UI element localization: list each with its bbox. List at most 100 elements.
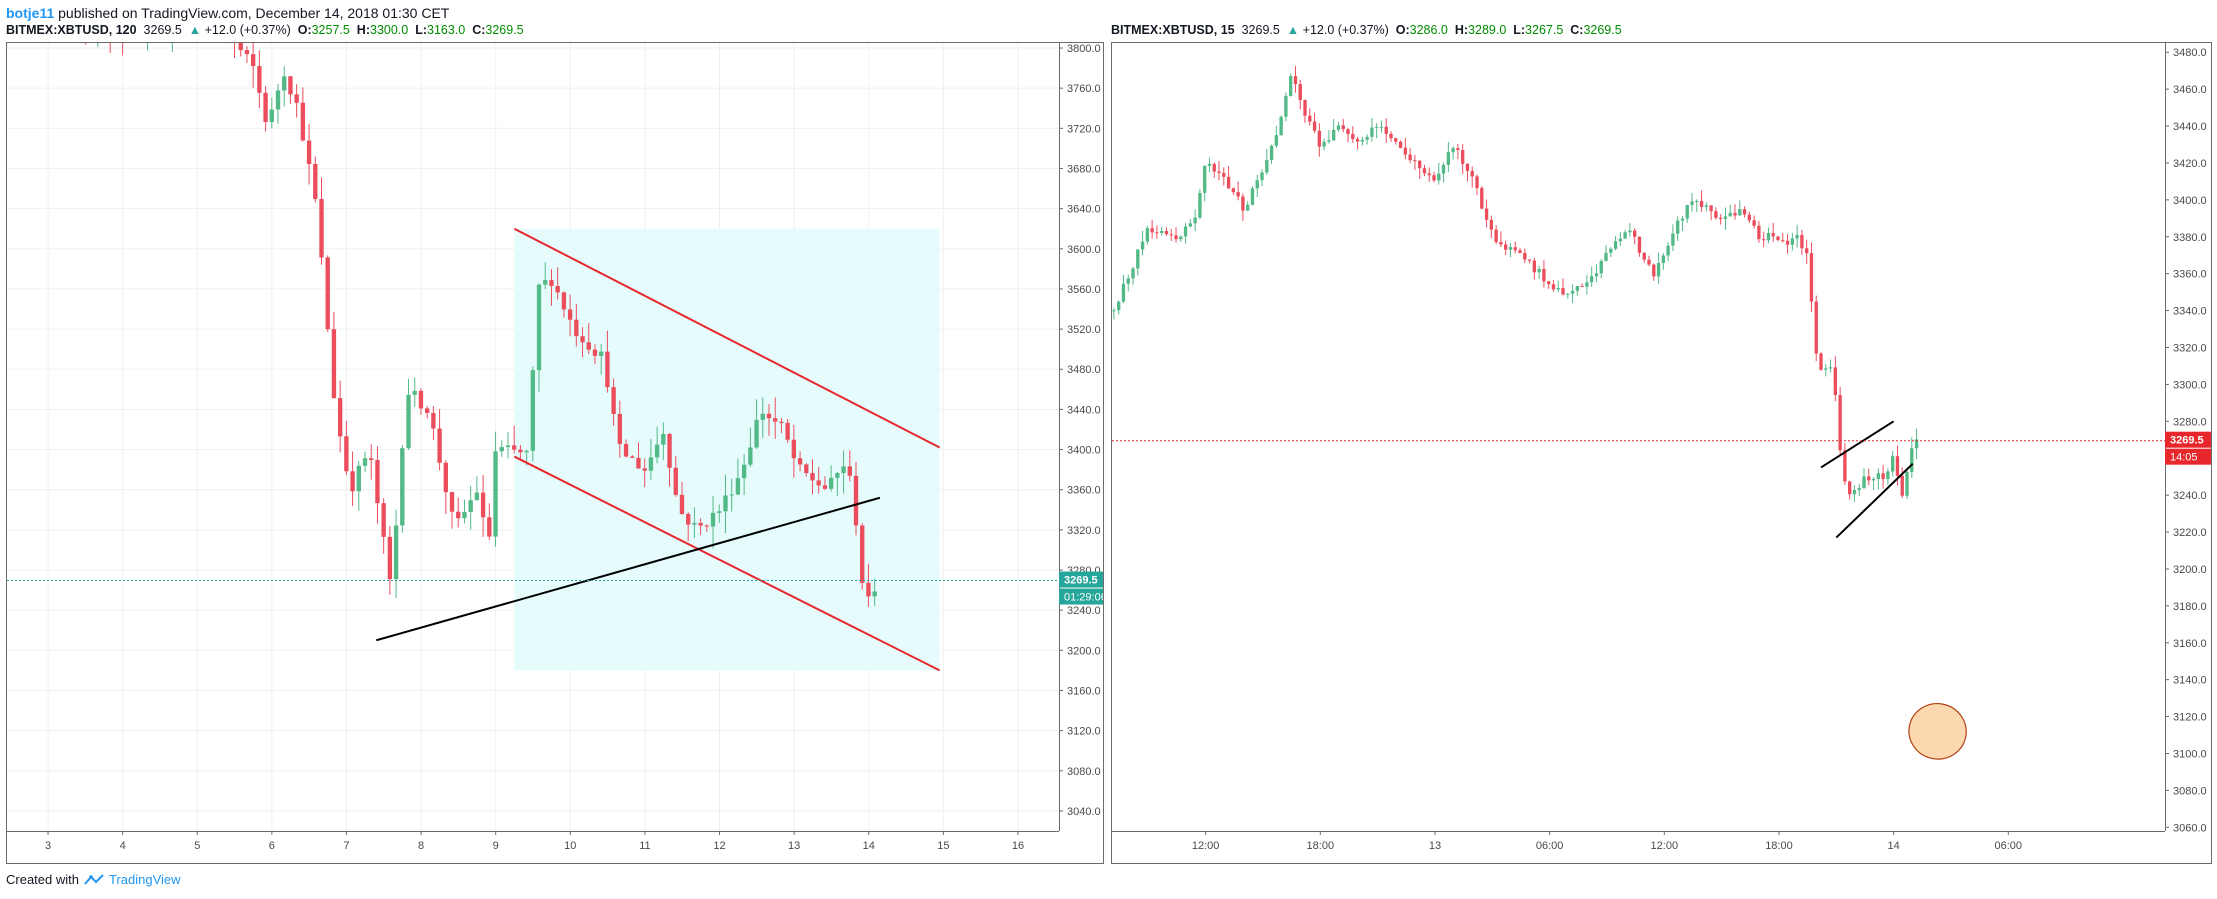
x-tick-label: 14 xyxy=(863,840,875,852)
left-chart-panel[interactable]: 3800.0 3760.0 3720.0 3680.0 3640.0 3600.0 3560… xyxy=(6,42,1107,864)
candle-body xyxy=(263,92,268,123)
candle-body xyxy=(1862,476,1866,489)
candle-body xyxy=(1332,129,1336,141)
candle-body xyxy=(1527,259,1532,261)
left-chart[interactable]: 3800.03760.03720.03680.03640.03600.03560… xyxy=(7,43,1107,863)
y-tick-label: 3080.0 xyxy=(1067,766,1101,778)
candle-body xyxy=(1370,127,1374,137)
candle-body xyxy=(1403,147,1408,155)
right-chart[interactable]: 3480.0 3460.0 3440.0 3420.0 3400.0 3380.0 3360… xyxy=(1112,43,2211,863)
right-up-arrow-icon: ▲ xyxy=(1286,23,1300,37)
candle-body xyxy=(828,477,834,489)
candle-body xyxy=(1886,471,1890,479)
y-tick-label: 3240.0 xyxy=(1067,605,1101,617)
candle-body xyxy=(350,471,355,492)
candle-body xyxy=(1599,260,1603,274)
candle-body xyxy=(1709,205,1713,212)
candle-body xyxy=(630,456,635,458)
candle-body xyxy=(1785,240,1790,245)
y-tick-label: 3420.0 xyxy=(2173,158,2207,170)
candle-body xyxy=(1838,395,1842,451)
y-tick-label: 3440.0 xyxy=(2173,121,2207,133)
right-legend: BITMEX:XBTUSD, 15 3269.5 ▲ +12.0 (+0.37%… xyxy=(1111,23,1622,37)
candle-body xyxy=(1704,205,1709,207)
candle-body xyxy=(1652,264,1656,277)
candle-body xyxy=(853,475,859,526)
candle-body xyxy=(1298,84,1302,101)
candle-body xyxy=(1484,208,1489,220)
candle-body xyxy=(1375,126,1379,128)
candle-body xyxy=(1781,239,1785,241)
candle-body xyxy=(561,292,567,310)
candle-body xyxy=(1852,489,1857,495)
timer-badge xyxy=(2165,448,2211,465)
candle-body xyxy=(623,443,629,457)
candle-body xyxy=(1203,165,1207,193)
candle-body xyxy=(1685,204,1689,219)
candle-body xyxy=(1312,121,1317,131)
candle-body xyxy=(760,413,765,420)
candle-body xyxy=(313,164,318,200)
candle-body xyxy=(1217,171,1221,173)
y-tick-label: 3100.0 xyxy=(2173,748,2207,760)
candle-body xyxy=(337,398,343,437)
candle-body xyxy=(1671,233,1675,246)
y-tick-label: 3120.0 xyxy=(1067,726,1101,738)
y-tick-label: 3240.0 xyxy=(2173,490,2207,502)
candle-body xyxy=(1910,448,1914,472)
tradingview-brand-link[interactable]: TradingView xyxy=(108,872,181,887)
x-tick-label: 12 xyxy=(713,840,725,852)
left-last: 3269.5 xyxy=(143,23,182,37)
candle-body xyxy=(1451,148,1455,153)
candle-body xyxy=(1265,159,1269,173)
candle-body xyxy=(530,370,535,451)
candle-body xyxy=(275,90,281,110)
candle-body xyxy=(474,492,480,501)
y-tick-label: 3400.0 xyxy=(2173,195,2207,207)
candle-body xyxy=(1518,250,1522,253)
right-symbol[interactable]: BITMEX:XBTUSD, 15 xyxy=(1111,23,1235,37)
candle-body xyxy=(443,462,448,493)
candle-body xyxy=(611,387,616,414)
candle-body xyxy=(592,349,598,356)
candle-body xyxy=(717,511,722,513)
y-tick-label: 3760.0 xyxy=(1067,83,1101,95)
x-tick-label: 4 xyxy=(120,840,126,852)
candle-body xyxy=(1714,211,1718,218)
candle-body xyxy=(1212,163,1216,172)
candle-body xyxy=(1762,239,1766,241)
left-open: 3257.5 xyxy=(311,23,350,37)
candle-body xyxy=(1719,217,1723,220)
candle-body xyxy=(288,76,293,95)
x-tick-label: 8 xyxy=(418,840,424,852)
candle-body xyxy=(487,517,492,537)
x-tick-label: 5 xyxy=(194,840,200,852)
candle-body xyxy=(586,342,591,350)
candle-body xyxy=(1647,259,1651,265)
candle-body xyxy=(449,492,455,512)
channel-line xyxy=(513,455,941,672)
highlight-ellipse xyxy=(1908,703,1967,760)
x-tick-label: 15 xyxy=(937,840,949,852)
candle-body xyxy=(1613,241,1618,249)
candle-body xyxy=(431,412,436,429)
candle-body xyxy=(1513,247,1517,251)
candle-body xyxy=(1766,233,1771,241)
right-high: 3289.0 xyxy=(1468,23,1507,37)
candle-body xyxy=(642,468,647,471)
candle-body xyxy=(1293,76,1298,85)
x-tick-label: 13 xyxy=(788,840,800,852)
right-chart-panel[interactable]: 3480.0 3460.0 3440.0 3420.0 3400.0 3380.0 3360… xyxy=(1111,42,2212,864)
left-symbol[interactable]: BITMEX:XBTUSD, 120 xyxy=(6,23,137,37)
author-link[interactable]: botje11 xyxy=(6,5,55,21)
candle-body xyxy=(1895,456,1900,476)
candle-body xyxy=(1733,212,1737,216)
candle-body xyxy=(1437,173,1441,181)
candle-body xyxy=(294,94,299,103)
candle-body xyxy=(1867,476,1871,481)
candle-body xyxy=(1914,439,1919,449)
candle-body xyxy=(375,459,380,504)
y-tick-label: 3200.0 xyxy=(1067,645,1101,657)
candle-body xyxy=(1394,138,1398,142)
candle-body xyxy=(1809,253,1814,302)
